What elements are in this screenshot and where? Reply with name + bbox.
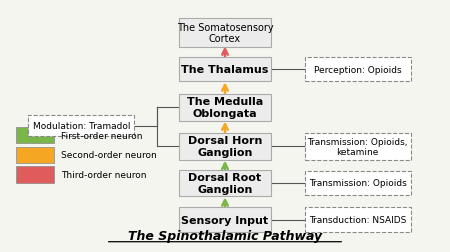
Text: Second-order neuron: Second-order neuron [61, 151, 157, 160]
FancyBboxPatch shape [179, 133, 271, 160]
FancyBboxPatch shape [305, 58, 410, 82]
FancyBboxPatch shape [305, 133, 410, 160]
Text: Dorsal Root
Ganglion: Dorsal Root Ganglion [189, 173, 261, 194]
FancyBboxPatch shape [179, 58, 271, 82]
Text: Third-order neuron: Third-order neuron [61, 170, 146, 179]
FancyBboxPatch shape [16, 167, 54, 183]
FancyBboxPatch shape [305, 171, 410, 196]
Text: Transmission: Opioids,
ketamine: Transmission: Opioids, ketamine [307, 137, 408, 156]
Text: First-order neuron: First-order neuron [61, 131, 142, 140]
Text: Transduction: NSAIDS: Transduction: NSAIDS [309, 215, 406, 224]
FancyBboxPatch shape [28, 116, 135, 136]
Text: Dorsal Horn
Ganglion: Dorsal Horn Ganglion [188, 136, 262, 158]
Text: Perception: Opioids: Perception: Opioids [314, 66, 401, 74]
FancyBboxPatch shape [179, 170, 271, 197]
FancyBboxPatch shape [305, 208, 410, 232]
FancyBboxPatch shape [179, 94, 271, 121]
FancyBboxPatch shape [179, 19, 271, 48]
Text: The Thalamus: The Thalamus [181, 65, 269, 75]
FancyBboxPatch shape [16, 128, 54, 144]
Text: The Medulla
Oblongata: The Medulla Oblongata [187, 97, 263, 118]
Text: Sensory Input: Sensory Input [181, 215, 269, 225]
FancyBboxPatch shape [179, 208, 271, 232]
FancyBboxPatch shape [16, 147, 54, 163]
Text: Transmission: Opioids: Transmission: Opioids [309, 179, 406, 188]
Text: The Spinothalamic Pathway: The Spinothalamic Pathway [128, 229, 322, 242]
Text: Modulation: Tramadol: Modulation: Tramadol [33, 121, 130, 131]
Text: The Somatosensory
Cortex: The Somatosensory Cortex [177, 23, 273, 44]
